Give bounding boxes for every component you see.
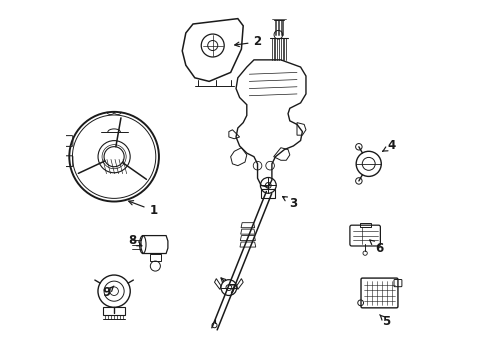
Text: 1: 1 <box>129 201 158 217</box>
Text: 9: 9 <box>103 286 114 300</box>
Text: 5: 5 <box>380 315 391 328</box>
Text: 4: 4 <box>383 139 396 152</box>
Text: 8: 8 <box>128 234 142 247</box>
Text: 6: 6 <box>370 240 384 255</box>
Text: 2: 2 <box>235 35 262 49</box>
Text: 3: 3 <box>283 197 297 210</box>
Text: 7: 7 <box>221 278 237 296</box>
